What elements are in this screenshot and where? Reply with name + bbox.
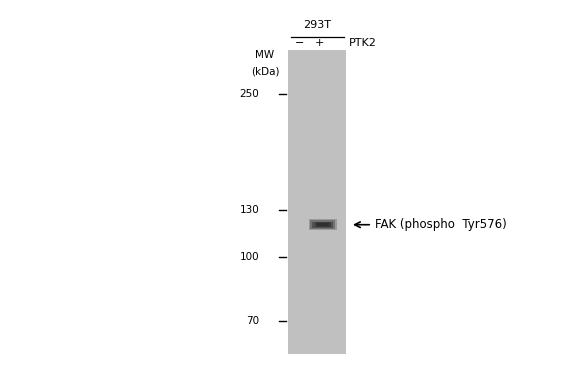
Text: 100: 100 — [240, 252, 259, 262]
Text: 130: 130 — [239, 206, 259, 215]
Text: −: − — [295, 38, 304, 48]
Bar — [314, 223, 331, 227]
Text: (kDa): (kDa) — [251, 67, 279, 76]
Bar — [310, 220, 335, 229]
Text: FAK (phospho  Tyr576): FAK (phospho Tyr576) — [375, 218, 507, 231]
Text: 70: 70 — [246, 316, 259, 325]
Text: PTK2: PTK2 — [349, 38, 377, 48]
Text: 250: 250 — [239, 89, 259, 99]
Text: MW: MW — [255, 50, 275, 60]
Text: +: + — [315, 38, 325, 48]
Bar — [317, 223, 329, 226]
Text: 293T: 293T — [303, 20, 331, 29]
Bar — [288, 50, 346, 354]
Bar — [313, 222, 333, 228]
Bar — [309, 219, 337, 230]
